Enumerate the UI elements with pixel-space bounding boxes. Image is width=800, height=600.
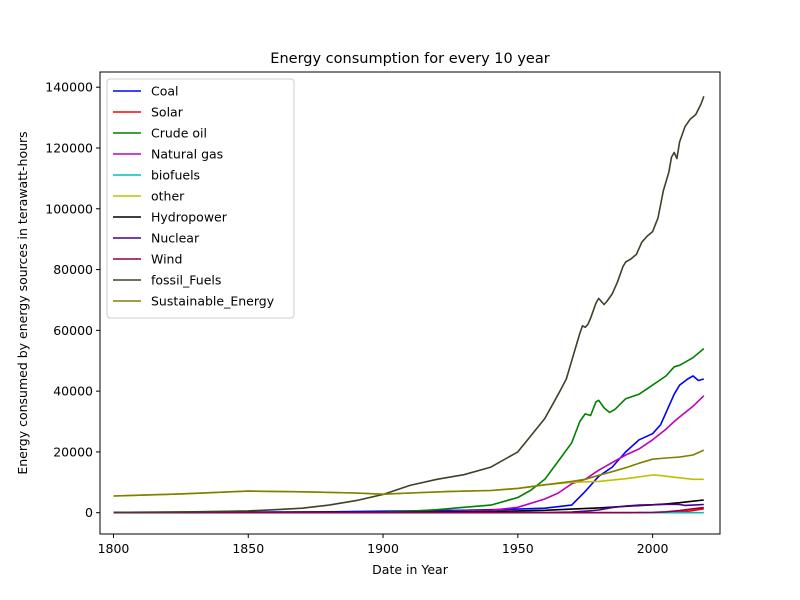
x-tick-label: 2000 <box>637 541 669 556</box>
legend-entry-label: Coal <box>151 84 179 99</box>
plot-frame <box>99 71 721 535</box>
legend-entry-label: other <box>151 189 185 204</box>
series-line-coal <box>113 375 705 514</box>
y-tick-label: 60000 <box>53 323 93 338</box>
y-axis-ticks: 0 20000 40000 60000 80000 100000 120000 140000 <box>45 80 100 520</box>
x-tick-label: 1950 <box>502 541 534 556</box>
chart-title: Energy consumption for every 10 year <box>270 51 549 67</box>
legend-box <box>106 78 295 319</box>
series-line-fossil-fuels <box>113 96 705 514</box>
plot-lines <box>113 96 705 514</box>
legend-entry-label: Crude oil <box>151 126 207 141</box>
legend-entry-label: biofuels <box>151 168 200 183</box>
x-tick-label: 1850 <box>232 541 264 556</box>
series-line-natural-gas <box>113 395 705 514</box>
x-axis-label: Date in Year <box>372 562 449 577</box>
legend-entry-label: fossil_Fuels <box>151 273 221 288</box>
legend-entry-label: Nuclear <box>151 231 200 246</box>
x-tick-label: 1800 <box>98 541 130 556</box>
y-tick-label: 100000 <box>45 201 93 216</box>
series-line-wind <box>113 506 704 514</box>
legend: Coal Solar Crude oil Natural gas biofuels oth… <box>106 78 295 319</box>
x-axis-ticks: 1800 1850 1900 1950 2000 <box>98 534 669 556</box>
series-line-sustainable-energy <box>113 449 705 497</box>
legend-entry-label: Natural gas <box>151 147 223 162</box>
y-tick-label: 0 <box>85 505 93 520</box>
legend-entry-label: Sustainable_Energy <box>151 294 275 309</box>
y-tick-label: 40000 <box>53 384 93 399</box>
legend-entry-label: Hydropower <box>151 210 228 225</box>
y-tick-label: 80000 <box>53 262 93 277</box>
y-tick-label: 140000 <box>45 80 93 95</box>
series-line-crude-oil <box>113 347 705 514</box>
x-tick-label: 1900 <box>367 541 399 556</box>
legend-entry-label: Solar <box>151 105 184 120</box>
y-tick-label: 120000 <box>45 140 93 155</box>
y-tick-label: 20000 <box>53 444 93 459</box>
y-axis-label: Energy consumed by energy sources in ter… <box>15 131 30 474</box>
legend-entry-label: Wind <box>151 252 182 267</box>
